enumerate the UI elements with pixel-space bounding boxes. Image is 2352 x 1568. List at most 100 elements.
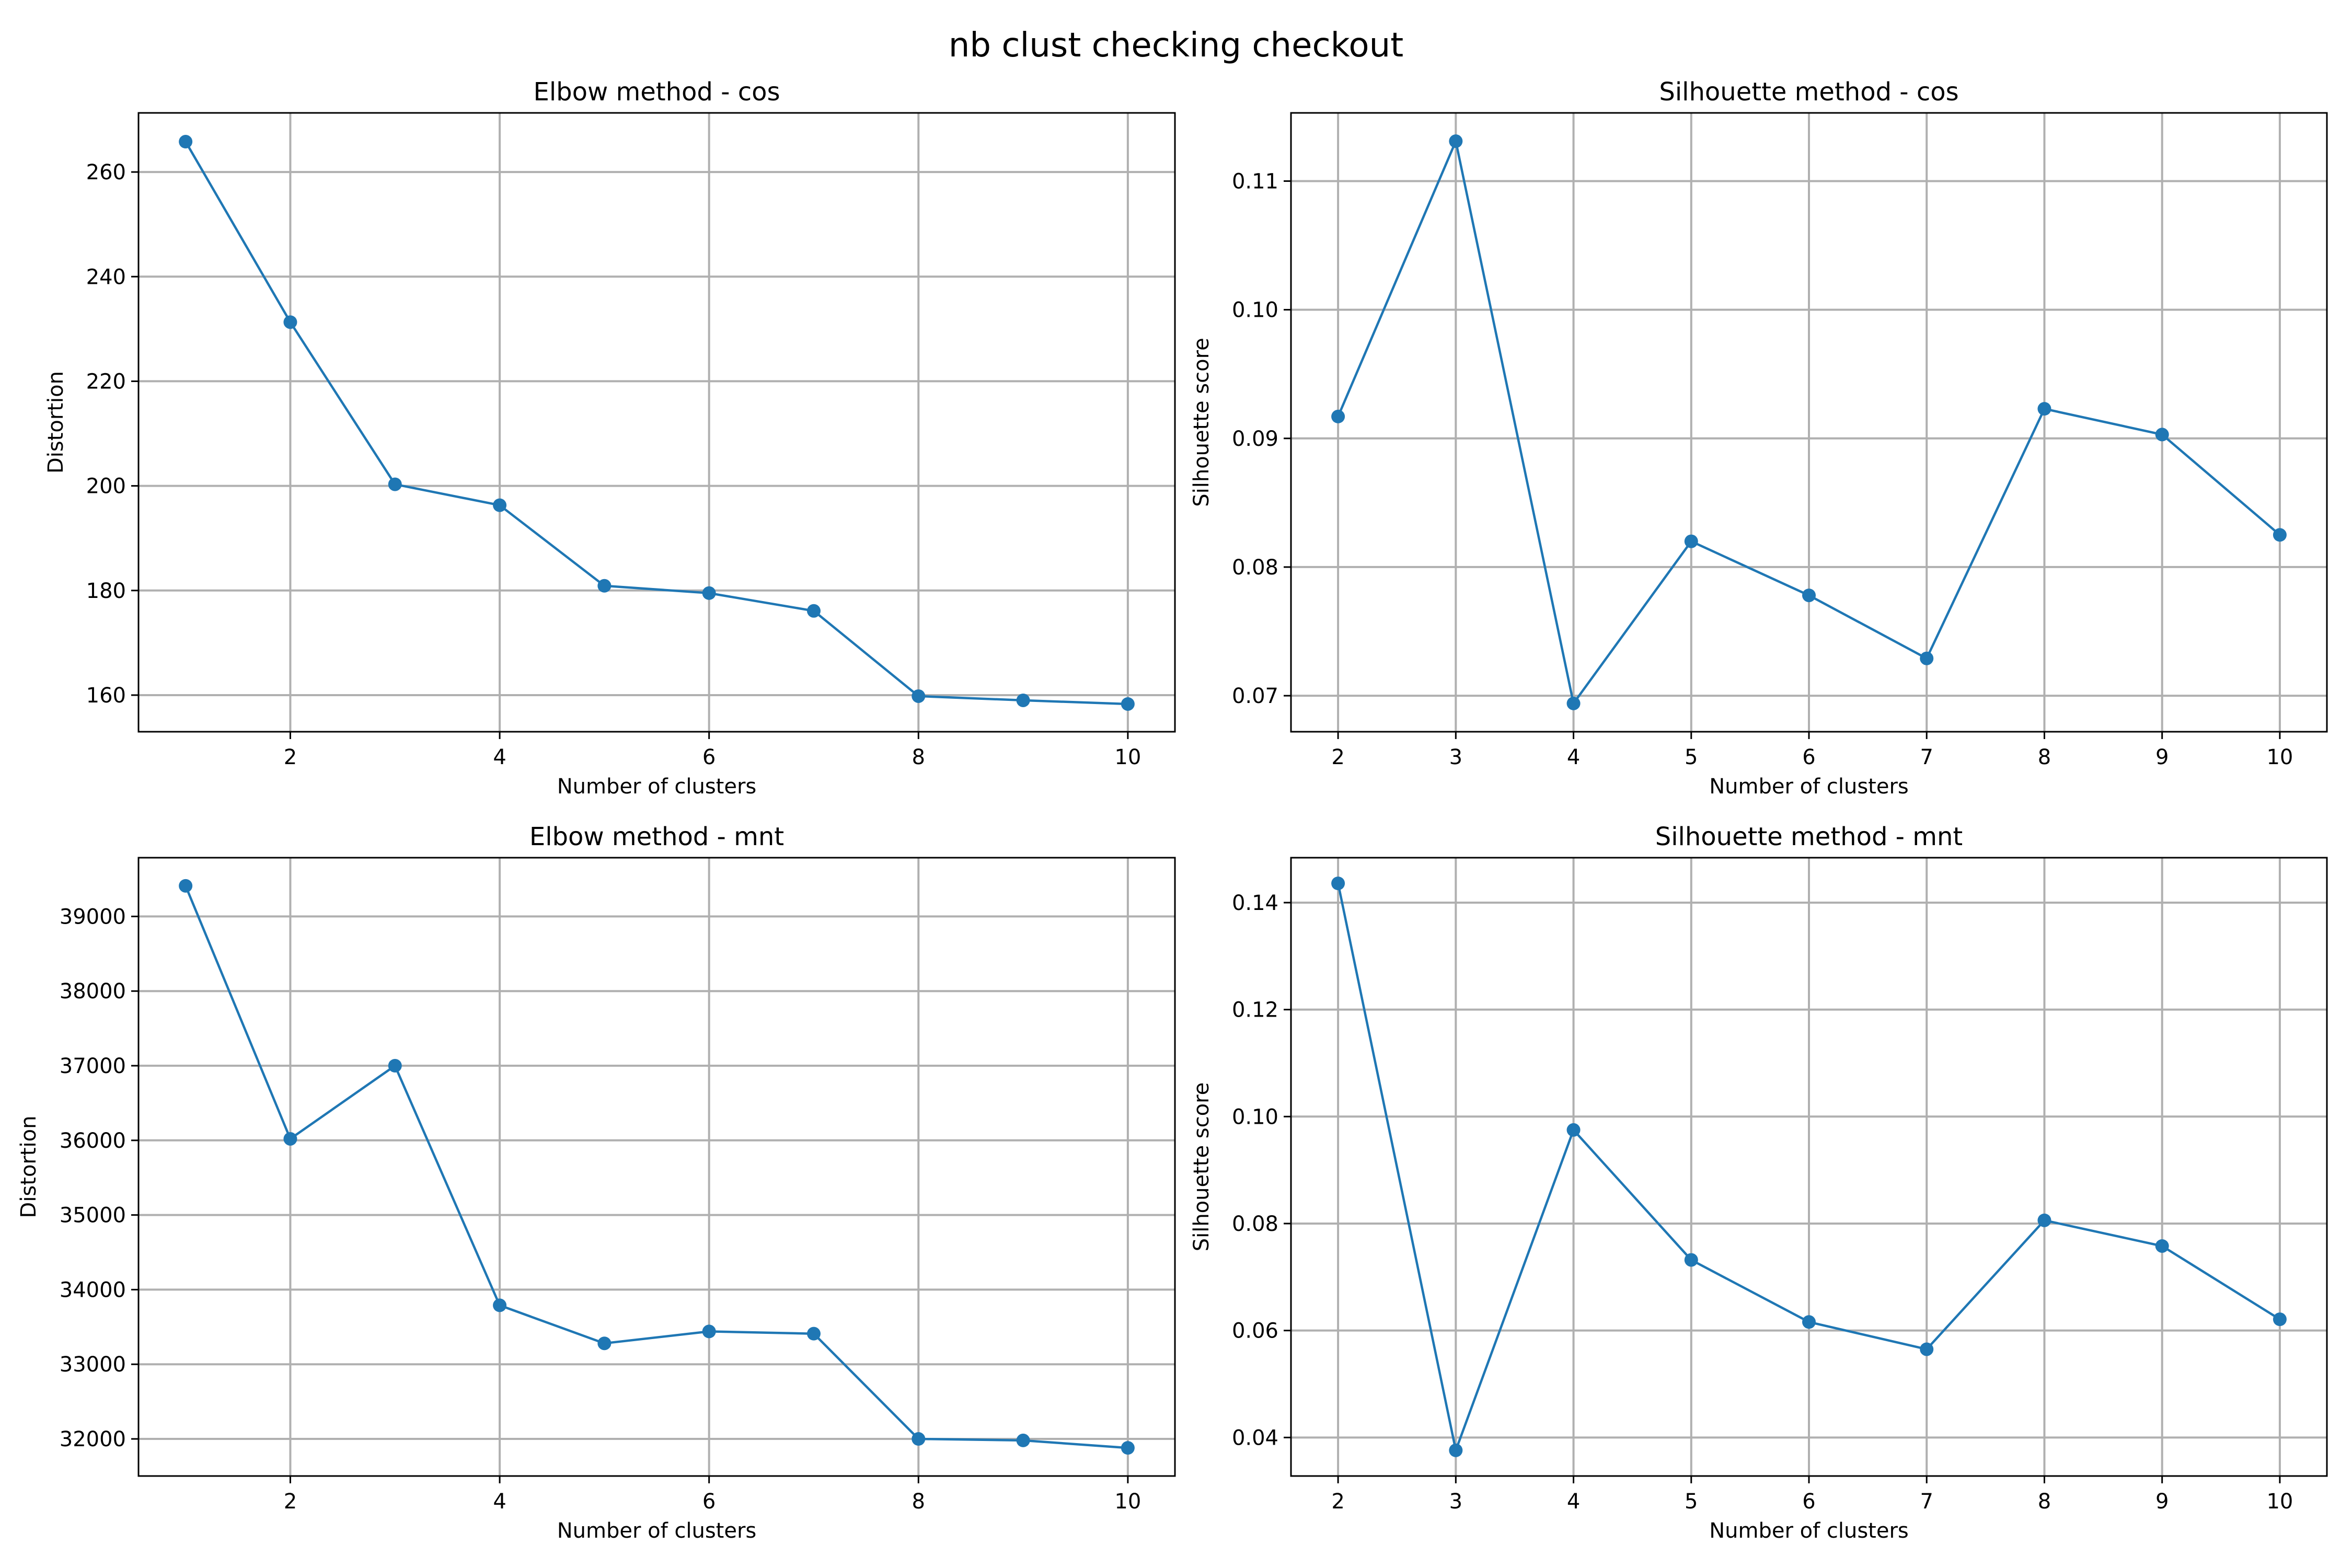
- data-point: [2155, 428, 2169, 442]
- x-tick-label: 8: [912, 745, 925, 769]
- y-tick-label: 0.06: [1232, 1319, 1278, 1343]
- y-tick-label: 0.10: [1232, 298, 1278, 322]
- subplot-1: 2 4 6 8 10 160 180 200 220 240 260 Elbow method - c…: [44, 77, 1176, 799]
- y-tick-label: 36000: [60, 1129, 126, 1153]
- y-tick-label: 0.10: [1232, 1105, 1278, 1129]
- data-point: [1802, 1315, 1816, 1329]
- y-axis-label: Distortion: [17, 1116, 41, 1218]
- data-point: [2273, 528, 2287, 542]
- x-tick-label: 7: [1920, 1490, 1933, 1514]
- x-tick-label: 2: [284, 1490, 297, 1514]
- x-tick-label: 5: [1685, 1490, 1698, 1514]
- y-tick-label: 200: [86, 475, 126, 499]
- axes-frame: [1290, 857, 2328, 1477]
- data-point: [597, 1336, 612, 1351]
- axes-frame: [1290, 112, 2328, 733]
- data-point: [388, 1058, 402, 1073]
- x-tick-label: 8: [912, 1490, 925, 1514]
- subplot-2: 2 3 4 5 6 7 8 9 10 0.07 0.08 0.09 0.10 0.11 Silhouette…: [1190, 77, 2328, 799]
- y-tick-label: 260: [86, 160, 126, 185]
- x-tick-label: 3: [1449, 745, 1462, 769]
- x-tick-label: 6: [1802, 745, 1815, 769]
- y-tick-label: 0.08: [1232, 1212, 1278, 1236]
- x-axis-label: Number of clusters: [1709, 775, 1909, 799]
- y-tick-label: 220: [86, 370, 126, 394]
- x-axis-label: Number of clusters: [1709, 1519, 1909, 1543]
- subplot-4: 2 3 4 5 6 7 8 9 10 0.04 0.06 0.08 0.10 0.12 0.14 Silhou…: [1190, 822, 2328, 1543]
- data-point: [1802, 589, 1816, 603]
- y-tick-label: 0.09: [1232, 427, 1278, 451]
- y-tick-label: 0.12: [1232, 998, 1278, 1022]
- x-tick-label: 2: [284, 745, 297, 769]
- data-point: [912, 1432, 926, 1446]
- figure-title: nb clust checking checkout: [949, 26, 1403, 65]
- data-point: [1566, 1123, 1581, 1137]
- x-tick-label: 10: [2266, 1490, 2293, 1514]
- y-axis-label: Silhouette score: [1190, 1082, 1214, 1252]
- x-tick-label: 9: [2155, 745, 2169, 769]
- data-point: [388, 477, 402, 491]
- series-line: [185, 141, 1128, 706]
- data-point: [493, 498, 507, 512]
- x-tick-label: 4: [493, 745, 506, 769]
- y-tick-label: 39000: [60, 905, 126, 929]
- y-tick-label: 34000: [60, 1278, 126, 1302]
- x-tick-label: 3: [1449, 1490, 1462, 1514]
- data-point: [2037, 402, 2051, 416]
- y-axis-label: Silhouette score: [1190, 338, 1214, 507]
- data-point: [1331, 877, 1345, 891]
- y-tick-label: 0.11: [1232, 169, 1278, 193]
- y-tick-label: 32000: [60, 1427, 126, 1451]
- y-tick-label: 0.07: [1232, 684, 1278, 708]
- data-point: [283, 315, 297, 329]
- x-tick-label: 8: [2038, 745, 2051, 769]
- y-tick-label: 0.08: [1232, 556, 1278, 580]
- data-point: [1566, 696, 1581, 710]
- x-tick-label: 6: [702, 745, 716, 769]
- subplot-title: Silhouette method - cos: [1659, 77, 1958, 107]
- data-point: [1449, 134, 1463, 148]
- y-tick-label: 0.14: [1232, 891, 1278, 915]
- x-tick-label: 4: [1567, 1490, 1580, 1514]
- axes-frame: [137, 112, 1176, 733]
- data-point: [702, 586, 716, 600]
- data-point: [1920, 1342, 1934, 1356]
- subplot-title: Elbow method - mnt: [529, 822, 784, 851]
- data-point: [1684, 1253, 1698, 1267]
- x-tick-label: 10: [1114, 745, 1141, 769]
- data-point: [283, 1132, 297, 1146]
- data-point: [702, 1324, 716, 1339]
- data-point: [1016, 693, 1030, 707]
- data-point: [179, 879, 193, 893]
- data-point: [597, 579, 612, 593]
- data-point: [2155, 1239, 2169, 1253]
- data-point: [179, 135, 193, 149]
- x-tick-label: 2: [1331, 1490, 1344, 1514]
- data-point: [912, 689, 926, 703]
- y-tick-label: 38000: [60, 979, 126, 1004]
- y-tick-label: 240: [86, 265, 126, 289]
- x-tick-label: 5: [1685, 745, 1698, 769]
- x-tick-label: 6: [1802, 1490, 1815, 1514]
- x-axis-label: Number of clusters: [557, 1519, 757, 1543]
- y-tick-label: 35000: [60, 1204, 126, 1228]
- x-tick-label: 6: [702, 1490, 716, 1514]
- x-tick-label: 10: [1114, 1490, 1141, 1514]
- x-axis-label: Number of clusters: [557, 775, 757, 799]
- data-point: [1684, 534, 1698, 548]
- x-tick-label: 10: [2266, 745, 2293, 769]
- data-point: [1121, 697, 1135, 711]
- data-point: [2273, 1312, 2287, 1327]
- y-tick-label: 37000: [60, 1054, 126, 1078]
- y-tick-label: 0.04: [1232, 1426, 1278, 1450]
- data-point: [806, 1327, 821, 1341]
- data-point: [2037, 1213, 2051, 1227]
- data-point: [1331, 409, 1345, 423]
- x-tick-label: 4: [1567, 745, 1580, 769]
- x-tick-label: 9: [2155, 1490, 2169, 1514]
- x-tick-label: 7: [1920, 745, 1933, 769]
- y-tick-label: 180: [86, 579, 126, 603]
- x-tick-label: 4: [493, 1490, 506, 1514]
